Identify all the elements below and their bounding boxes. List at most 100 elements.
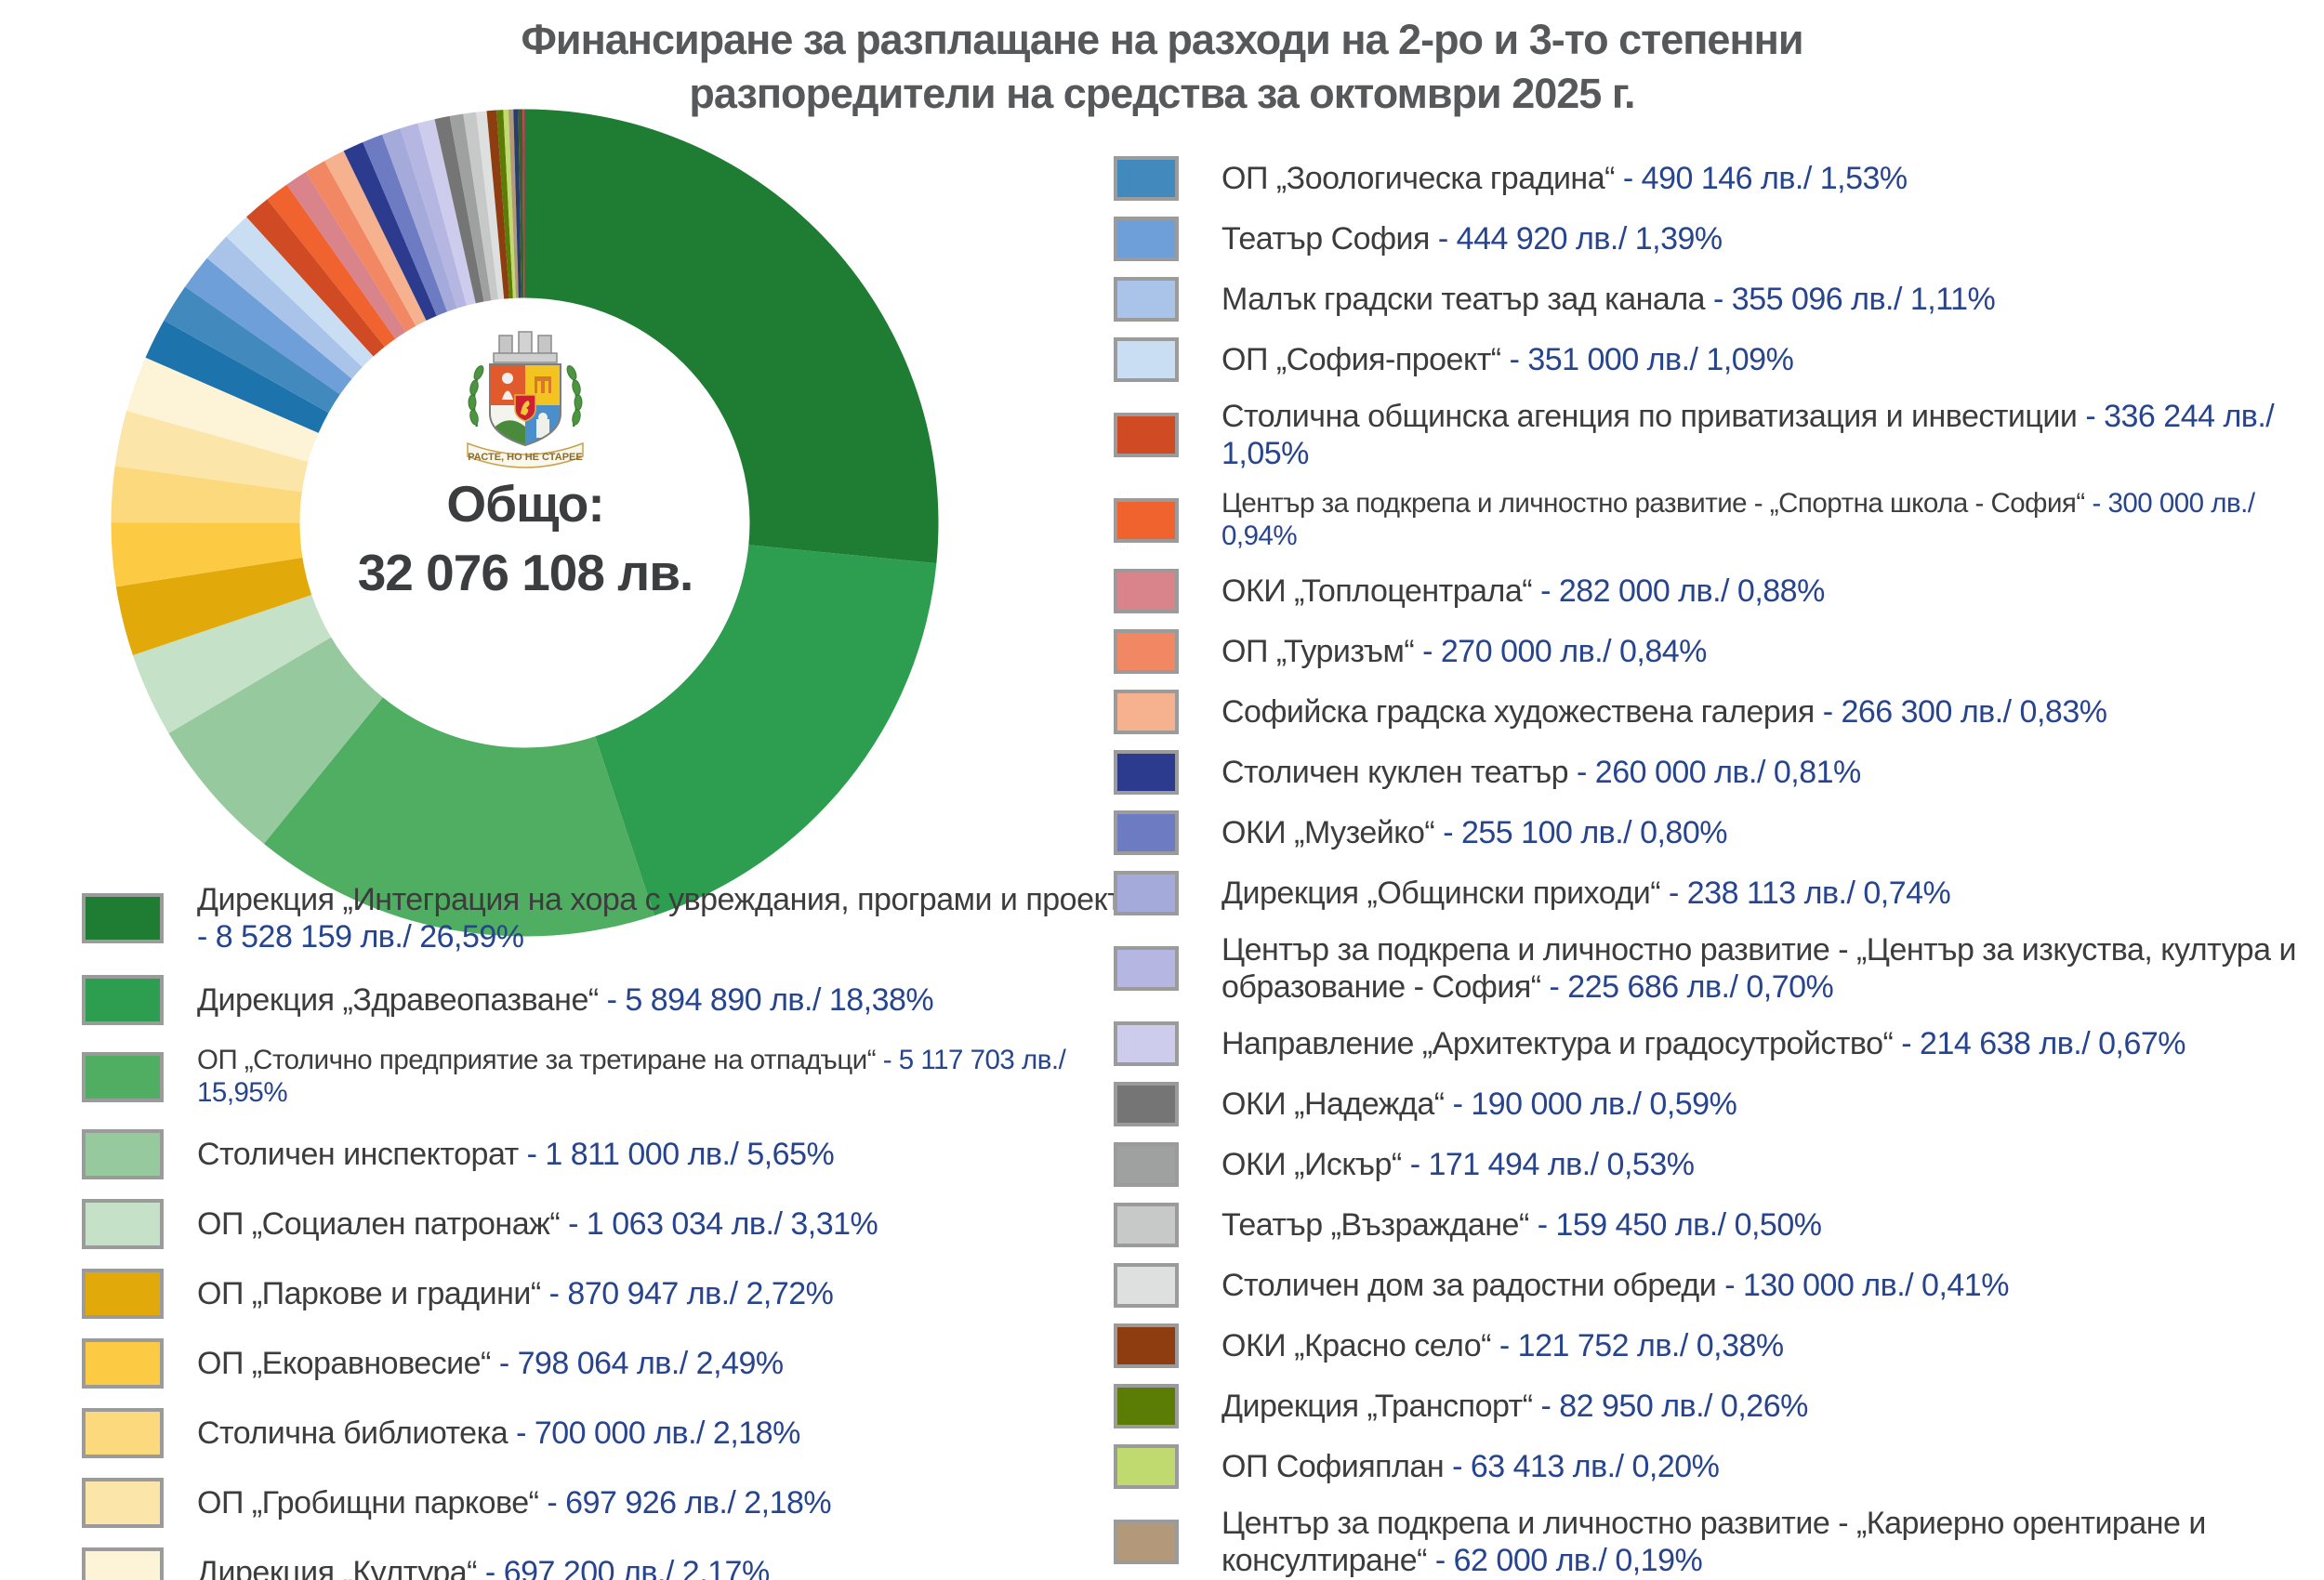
legend-item: ОП Софияплан - 63 413 лв./ 0,20% (1114, 1444, 2324, 1490)
legend-item-text: Театър София - 444 920 лв./ 1,39% (1221, 220, 1723, 257)
legend-item-text: Столична библиотека - 700 000 лв./ 2,18% (197, 1415, 800, 1452)
pie-slice-9 (114, 410, 309, 493)
legend-item: Столична библиотека - 700 000 лв./ 2,18% (82, 1407, 1160, 1458)
legend-item-value: - 62 000 лв./ 0,19% (1434, 1543, 1703, 1579)
legend-swatch (1114, 749, 1179, 795)
legend-item-text: ОКИ „Искър“ - 171 494 лв./ 0,53% (1221, 1146, 1695, 1183)
legend-swatch (82, 1477, 164, 1528)
legend-swatch (82, 893, 164, 944)
legend-swatch (1114, 1082, 1179, 1127)
legend-item: Център за подкрепа и личностно развитие … (1114, 1505, 2324, 1579)
legend-item-value: - 171 494 лв./ 0,53% (1409, 1146, 1695, 1182)
legend-item-value: - 351 000 лв./ 1,09% (1509, 341, 1794, 377)
legend-item: ОП „София-проект“ - 351 000 лв./ 1,09% (1114, 337, 2324, 382)
legend-item-label: Дирекция „Интеграция на хора с увреждани… (197, 882, 1149, 917)
legend-item: Център за подкрепа и личностно развитие … (1114, 488, 2324, 553)
total-value: 32 076 108 лв. (357, 544, 694, 602)
legend-item-text: Направление „Архитектура и градосутройст… (1221, 1025, 2186, 1062)
legend-item-label: Дирекция „Транспорт“ (1221, 1388, 1541, 1424)
legend-item-text: ОП „Туризъм“ - 270 000 лв./ 0,84% (1221, 633, 1707, 670)
legend-item: ОП „Гробищни паркове“ - 697 926 лв./ 2,1… (82, 1477, 1160, 1528)
legend-item-label: ОП „Туризъм“ (1221, 633, 1423, 669)
sofia-coat-of-arms: РАСТЕ, НО НЕ СТАРЕЕ (467, 331, 584, 468)
legend-item-text: ОП „Столично предприятие за третиране на… (197, 1045, 1160, 1110)
pie-slice-24 (400, 123, 467, 309)
pie-slice-unlabeled-sliver (522, 109, 525, 298)
total-label: Общо: (446, 475, 604, 533)
legend-swatch (1114, 1444, 1179, 1490)
legend-item-label: ОП Софияплан (1221, 1448, 1453, 1484)
legend-item-value: - 8 528 159 лв./ 26,59% (197, 919, 524, 955)
legend-swatch (1114, 1384, 1179, 1429)
legend-item: ОКИ „Надежда“ - 190 000 лв./ 0,59% (1114, 1082, 2324, 1127)
legend-item-value: - 255 100 лв./ 0,80% (1443, 814, 1727, 850)
legend-swatch (1114, 810, 1179, 855)
legend-item-value: - 1 811 000 лв./ 5,65% (526, 1136, 835, 1172)
legend-right: ОП „Зоологическа градина“ - 490 146 лв./… (1114, 156, 2324, 1580)
pie-slice-33 (508, 109, 519, 298)
legend-swatch (82, 1268, 164, 1319)
legend-swatch (1114, 628, 1179, 674)
legend-item-text: ОП „Гробищни паркове“ - 697 926 лв./ 2,1… (197, 1484, 832, 1521)
pie-slice-31 (496, 110, 513, 299)
legend-swatch (82, 1547, 164, 1580)
legend-swatch (1114, 870, 1179, 915)
legend-swatch (1114, 568, 1179, 613)
legend-item-value: - 697 200 лв./ 2,17% (484, 1554, 770, 1580)
legend-item-value: - 870 947 лв./ 2,72% (548, 1275, 834, 1311)
pie-slice-13 (185, 257, 352, 395)
legend-swatch (1114, 1263, 1179, 1309)
legend-item-label: ОП „Гробищни паркове“ (197, 1484, 548, 1521)
legend-left: Дирекция „Интеграция на хора с увреждани… (82, 881, 1160, 1580)
legend-item-label: Малък градски театър зад канала (1221, 281, 1714, 317)
legend-item: Малък градски театър зад канала - 355 09… (1114, 277, 2324, 322)
pie-slice-14 (206, 236, 363, 379)
pie-slice-3 (263, 697, 654, 937)
legend-item-label: Столична общинска агенция по приватизаци… (1221, 399, 2086, 434)
pie-slice-26 (434, 115, 484, 304)
legend-item: ОП „Екоравновесие“ - 798 064 лв./ 2,49% (82, 1337, 1160, 1389)
legend-item-text: ОП „Паркове и градини“ - 870 947 лв./ 2,… (197, 1275, 834, 1312)
legend-item-label: ОКИ „Музейко“ (1221, 814, 1444, 850)
legend-item: Столична общинска агенция по приватизаци… (1114, 398, 2324, 472)
legend-item-text: ОКИ „Красно село“ - 121 752 лв./ 0,38% (1221, 1327, 1784, 1364)
pie-slice-17 (267, 184, 396, 348)
legend-swatch (82, 1052, 164, 1103)
legend-item-label: Център за подкрепа и личностно развитие … (1221, 488, 2093, 520)
legend-item-value: - 63 413 лв./ 0,20% (1452, 1448, 1720, 1484)
legend-item-value: - 798 064 лв./ 2,49% (498, 1345, 784, 1381)
legend-item-value: - 300 000 лв./ 0,94% (1221, 488, 2255, 552)
legend-item-text: Дирекция „Здравеопазване“ - 5 894 890 лв… (197, 981, 934, 1019)
legend-swatch (1114, 413, 1179, 458)
legend-item: Театър София - 444 920 лв./ 1,39% (1114, 217, 2324, 261)
pie-slice-34 (513, 109, 522, 298)
legend-swatch (1114, 337, 1179, 382)
legend-swatch (1114, 156, 1179, 201)
legend-item-value: - 700 000 лв./ 2,18% (516, 1415, 800, 1451)
legend-item-label: ОП „Социален патронаж“ (197, 1205, 569, 1242)
legend-item-value: - 225 686 лв./ 0,70% (1549, 968, 1834, 1005)
legend-item: Столичен куклен театър - 260 000 лв./ 0,… (1114, 749, 2324, 795)
pie-slice-19 (305, 161, 416, 333)
donut-chart-svg (111, 109, 939, 937)
legend-item-value: - 130 000 лв./ 0,41% (1724, 1267, 2009, 1303)
pie-slice-23 (382, 128, 457, 312)
legend-swatch (82, 1337, 164, 1389)
pie-slice-28 (463, 112, 499, 301)
legend-item: Направление „Архитектура и градосутройст… (1114, 1021, 2324, 1067)
pie-slice-2 (595, 545, 937, 916)
legend-item-value: - 444 920 лв./ 1,39% (1437, 220, 1723, 257)
legend-item-label: Столичен куклен театър (1221, 754, 1578, 790)
legend-item-text: Столичен куклен театър - 260 000 лв./ 0,… (1221, 754, 1861, 791)
pie-slice-11 (145, 320, 329, 433)
legend-item: ОП „Зоологическа градина“ - 490 146 лв./… (1114, 156, 2324, 201)
pie-slice-5 (132, 595, 332, 733)
legend-item-value: - 5 117 703 лв./ 15,95% (197, 1045, 1066, 1109)
pie-slice-27 (449, 113, 492, 302)
pie-slice-18 (286, 172, 406, 339)
pie-slice-4 (168, 637, 383, 844)
legend-swatch (1114, 1520, 1179, 1565)
legend-item-label: ОКИ „Топлоцентрала“ (1221, 573, 1541, 609)
shield (489, 363, 561, 447)
donut-center: РАСТЕ, НО НЕ СТАРЕЕ Общо: 32 076 108 лв. (302, 330, 748, 608)
